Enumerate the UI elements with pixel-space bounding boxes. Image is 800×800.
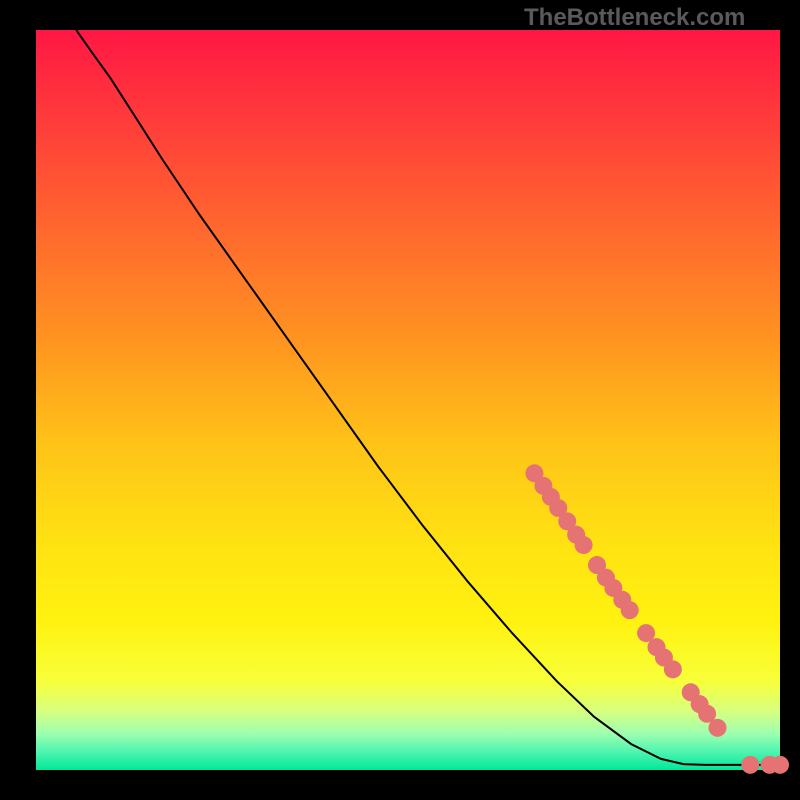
chart-svg [0,0,800,800]
data-marker [709,719,727,737]
data-marker [771,756,789,774]
data-marker [575,536,593,554]
data-marker [741,756,759,774]
watermark-text: TheBottleneck.com [524,4,745,32]
data-marker [664,660,682,678]
data-marker [621,601,639,619]
